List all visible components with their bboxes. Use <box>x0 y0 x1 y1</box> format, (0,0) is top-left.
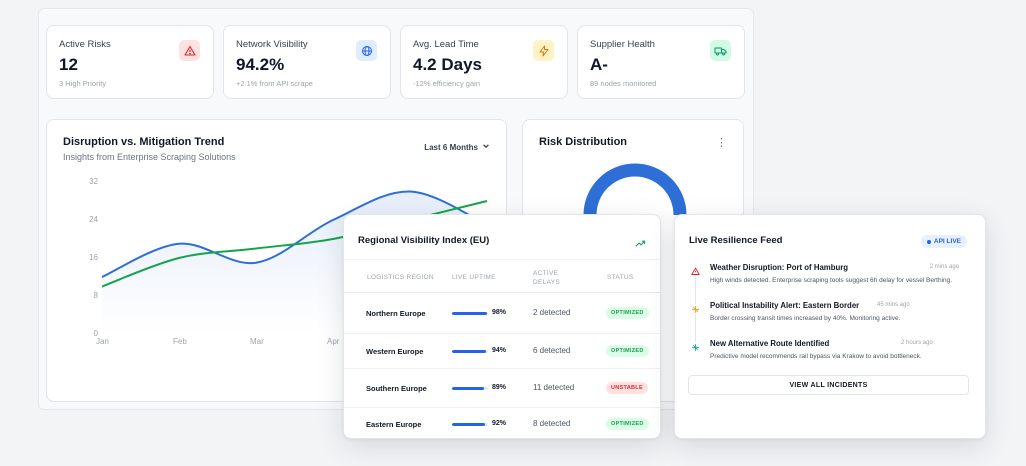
regional-visibility-card: Regional Visibility Index (EU) Logistics… <box>343 214 661 439</box>
region-name: Western Europe <box>366 346 424 356</box>
feed-item-title[interactable]: Weather Disruption: Port of Hamburg <box>710 263 849 272</box>
divider <box>344 292 660 293</box>
feed-item-body: Border crossing transit times increased … <box>710 315 901 322</box>
column-header-region: Logistics Region <box>367 274 434 281</box>
globe-icon <box>356 40 377 61</box>
kpi-subtext: 3 High Priority <box>59 79 107 88</box>
region-name: Northern Europe <box>366 309 426 318</box>
status-badge: OPTIMIZED <box>606 344 649 357</box>
uptime-percent: 89% <box>492 383 507 391</box>
warning-triangle-icon <box>690 266 700 276</box>
uptime-percent: 98% <box>492 309 507 316</box>
kpi-card-active-risks[interactable]: Active Risks 12 3 High Priority <box>46 25 214 99</box>
chart-title: Disruption vs. Mitigation Trend <box>63 136 225 148</box>
divider <box>344 407 660 408</box>
table-row[interactable]: Eastern Europe 92% 8 detected OPTIMIZED <box>344 407 660 440</box>
region-name: Southern Europe <box>366 383 427 393</box>
feed-item-time: 2 hours ago <box>901 340 933 346</box>
kpi-subtext: -12% efficiency gain <box>413 79 480 88</box>
feed-item-title[interactable]: Political Instability Alert: Eastern Bor… <box>710 301 860 310</box>
table-row[interactable]: Northern Europe 98% 2 detected OPTIMIZED <box>344 293 660 333</box>
feed-item-body: Predictive model recommends rail bypass … <box>710 353 922 360</box>
trend-up-icon <box>635 235 646 253</box>
y-tick-label: 8 <box>93 291 98 300</box>
chart-subtitle: Insights from Enterprise Scraping Soluti… <box>63 152 236 162</box>
kpi-value: A- <box>590 55 608 74</box>
kpi-value: 4.2 Days <box>413 55 482 74</box>
kpi-label: Supplier Health <box>590 39 655 50</box>
uptime-bar <box>452 386 488 390</box>
uptime-bar <box>452 422 488 426</box>
status-badge: OPTIMIZED <box>606 307 649 319</box>
status-badge: UNSTABLE <box>606 381 648 394</box>
feed-item-body: High winds detected. Enterprise scraping… <box>710 277 953 284</box>
kpi-value: 12 <box>59 55 78 74</box>
kpi-card-avg-lead-time[interactable]: Avg. Lead Time 4.2 Days -12% efficiency … <box>400 25 568 99</box>
kpi-label: Active Risks <box>59 39 111 50</box>
risk-title: Risk Distribution <box>539 136 628 148</box>
table-row[interactable]: Southern Europe 89% 11 detected UNSTABLE <box>344 368 660 407</box>
x-tick-label: Jan <box>96 337 109 346</box>
region-name: Eastern Europe <box>366 419 422 429</box>
column-header-delays: Active Delays <box>533 270 560 286</box>
more-menu-icon[interactable]: ⋮ <box>716 137 727 149</box>
x-tick-label: Apr <box>327 337 340 346</box>
uptime-bar-fill <box>452 386 485 390</box>
x-tick-label: Feb <box>173 337 187 346</box>
sparkle-icon <box>690 342 700 352</box>
y-tick-label: 16 <box>89 253 98 262</box>
divider <box>344 259 660 260</box>
x-tick-label: Mar <box>250 337 264 346</box>
view-all-incidents-button[interactable]: VIEW ALL INCIDENTS <box>688 375 969 395</box>
active-delays: 11 detected <box>533 382 575 392</box>
column-header-status: Status <box>607 274 634 281</box>
api-live-label: API LIVE <box>933 238 961 245</box>
truck-icon <box>710 40 731 61</box>
active-delays: 2 detected <box>533 308 571 317</box>
y-tick-label: 0 <box>93 329 98 338</box>
lightning-icon <box>533 40 554 61</box>
feed-item-title[interactable]: New Alternative Route Identified <box>710 339 830 348</box>
warning-triangle-icon <box>179 40 200 61</box>
range-dropdown[interactable]: Last 6 Months <box>424 142 490 152</box>
active-delays: 8 detected <box>533 418 571 428</box>
active-delays: 6 detected <box>533 345 571 355</box>
live-feed-card: Live Resilience Feed API LIVE Weather Di… <box>674 214 986 439</box>
uptime-bar-fill <box>452 422 486 426</box>
table-row[interactable]: Western Europe 94% 6 detected OPTIMIZED <box>344 333 660 368</box>
kpi-subtext: 89 nodes monitored <box>590 79 657 88</box>
view-all-incidents-label: VIEW ALL INCIDENTS <box>789 381 868 389</box>
feed-title: Live Resilience Feed <box>689 235 783 246</box>
kpi-label: Network Visibility <box>236 39 308 50</box>
kpi-label: Avg. Lead Time <box>413 39 479 50</box>
range-dropdown-label: Last 6 Months <box>424 142 478 152</box>
kpi-subtext: +2.1% from API scrape <box>236 79 313 88</box>
feed-item-time: 2 mins ago <box>929 264 959 270</box>
kpi-value: 94.2% <box>236 55 285 74</box>
sparkle-icon <box>690 304 700 314</box>
kpi-card-supplier-health[interactable]: Supplier Health A- 89 nodes monitored <box>577 25 745 99</box>
live-dot-icon <box>926 239 931 244</box>
chevron-down-icon <box>482 142 490 152</box>
divider <box>344 333 660 334</box>
column-header-uptime: Live Uptime <box>452 274 496 281</box>
uptime-bar-fill <box>452 349 486 353</box>
risk-donut <box>583 163 687 216</box>
feed-item-time: 45 mins ago <box>877 302 910 308</box>
kpi-card-network-visibility[interactable]: Network Visibility 94.2% +2.1% from API … <box>223 25 391 99</box>
api-live-badge: API LIVE <box>920 235 967 248</box>
uptime-bar <box>452 312 488 315</box>
regional-title: Regional Visibility Index (EU) <box>358 235 490 246</box>
status-badge: OPTIMIZED <box>606 417 649 430</box>
y-tick-label: 32 <box>89 177 98 186</box>
y-tick-label: 24 <box>89 215 98 224</box>
uptime-percent: 92% <box>492 419 507 427</box>
uptime-bar <box>452 349 488 353</box>
uptime-bar-fill <box>452 312 488 315</box>
divider <box>344 368 660 369</box>
uptime-percent: 94% <box>492 346 507 354</box>
